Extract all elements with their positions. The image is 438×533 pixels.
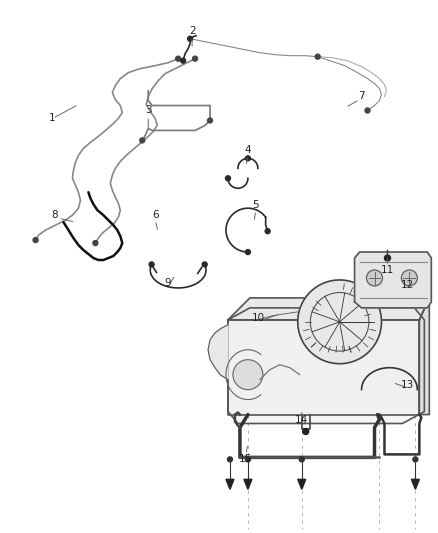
Text: 15: 15: [239, 455, 253, 464]
Text: 3: 3: [145, 106, 152, 116]
Circle shape: [93, 240, 98, 246]
Circle shape: [245, 156, 251, 161]
Circle shape: [299, 457, 304, 462]
Polygon shape: [228, 298, 429, 320]
Circle shape: [140, 138, 145, 143]
Text: 5: 5: [253, 200, 259, 210]
Text: 12: 12: [401, 280, 414, 290]
Text: 4: 4: [244, 146, 251, 155]
Circle shape: [149, 262, 154, 267]
Text: 10: 10: [251, 313, 265, 323]
Polygon shape: [208, 325, 228, 379]
Text: 6: 6: [152, 210, 159, 220]
Circle shape: [303, 429, 309, 434]
Circle shape: [226, 176, 230, 181]
Circle shape: [176, 56, 180, 61]
Circle shape: [298, 280, 381, 364]
Circle shape: [227, 457, 233, 462]
Circle shape: [193, 56, 198, 61]
Circle shape: [365, 108, 370, 113]
Circle shape: [33, 238, 38, 243]
Polygon shape: [411, 479, 419, 489]
Text: 8: 8: [51, 210, 58, 220]
Polygon shape: [355, 252, 431, 308]
Text: 9: 9: [165, 278, 171, 288]
Text: 7: 7: [358, 91, 365, 101]
Circle shape: [413, 457, 418, 462]
Circle shape: [401, 270, 417, 286]
Circle shape: [367, 270, 382, 286]
Polygon shape: [228, 320, 419, 415]
Circle shape: [245, 457, 251, 462]
Circle shape: [315, 54, 320, 59]
Polygon shape: [419, 298, 429, 415]
Circle shape: [202, 262, 207, 267]
Text: 14: 14: [295, 415, 308, 424]
Circle shape: [233, 360, 263, 390]
Polygon shape: [298, 479, 306, 489]
Circle shape: [208, 118, 212, 123]
Text: 1: 1: [49, 114, 56, 124]
Text: 2: 2: [189, 26, 195, 36]
Circle shape: [180, 58, 186, 63]
Circle shape: [265, 229, 270, 233]
Polygon shape: [244, 479, 252, 489]
Text: 13: 13: [401, 379, 414, 390]
Circle shape: [245, 249, 251, 255]
Circle shape: [385, 255, 390, 261]
Circle shape: [187, 36, 193, 41]
Polygon shape: [226, 479, 234, 489]
Text: 11: 11: [381, 265, 394, 275]
Polygon shape: [228, 308, 424, 424]
